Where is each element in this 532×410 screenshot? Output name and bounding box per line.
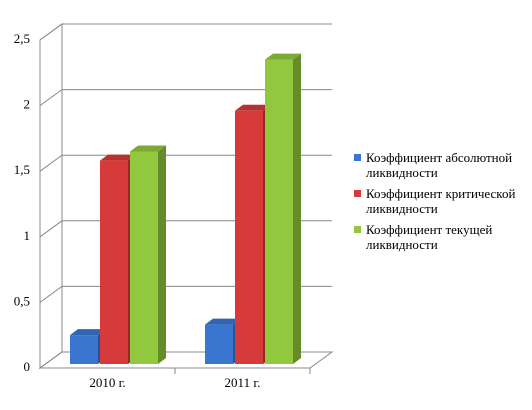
bar-side: [293, 53, 301, 365]
legend-label: Коэффициент абсолютной ликвидности: [366, 150, 513, 180]
legend-swatch: [354, 190, 361, 197]
legend-swatch: [354, 226, 361, 233]
y-tick-label: 2: [24, 97, 31, 112]
bar-top-shade: [205, 318, 241, 325]
bar-top: [100, 154, 136, 161]
bar: [265, 53, 301, 365]
y-tick-label: 1,5: [14, 162, 30, 177]
bar-top: [130, 145, 166, 152]
legend: Коэффициент абсолютной ликвидности Коэффи…: [354, 150, 526, 258]
bar: [130, 145, 166, 364]
x-tick-label: 2010 г.: [89, 375, 125, 390]
y-tick-label: 0,5: [14, 293, 30, 308]
bar-top-shade: [100, 154, 136, 161]
legend-entry: Коэффициент текущей ликвидности: [354, 222, 526, 252]
legend-label: Коэффициент текущей ликвидности: [366, 222, 493, 252]
bar-top: [70, 329, 106, 336]
legend-swatch: [354, 154, 361, 161]
bar-top-shade: [235, 104, 271, 111]
bar-front: [130, 151, 158, 364]
y-tick-label: 0: [24, 359, 31, 374]
bar-top: [265, 53, 301, 60]
bar-side-shade: [293, 53, 301, 365]
y-tick-label: 1: [24, 228, 31, 243]
bar-front: [235, 110, 263, 364]
legend-entry: Коэффициент абсолютной ликвидности: [354, 150, 526, 180]
y-tick-label: 2,5: [14, 31, 30, 46]
legend-label: Коэффициент критической ликвидности: [366, 186, 516, 216]
bar-top: [235, 104, 271, 111]
bar-side: [158, 145, 166, 364]
legend-entry: Коэффициент критической ликвидности: [354, 186, 526, 216]
bar-front: [265, 59, 293, 365]
bar-top-shade: [130, 145, 166, 152]
bar-side-shade: [158, 145, 166, 364]
bar-top-shade: [70, 329, 106, 336]
bar-front: [205, 324, 233, 364]
bar-top-shade: [265, 53, 301, 60]
bar-top: [205, 318, 241, 325]
grid-line: [39, 89, 332, 107]
grid-line: [39, 23, 332, 41]
side-wall: [39, 23, 63, 369]
x-tick-label: 2011 г.: [225, 375, 261, 390]
bar-front: [100, 160, 128, 364]
bar-front: [70, 335, 98, 364]
